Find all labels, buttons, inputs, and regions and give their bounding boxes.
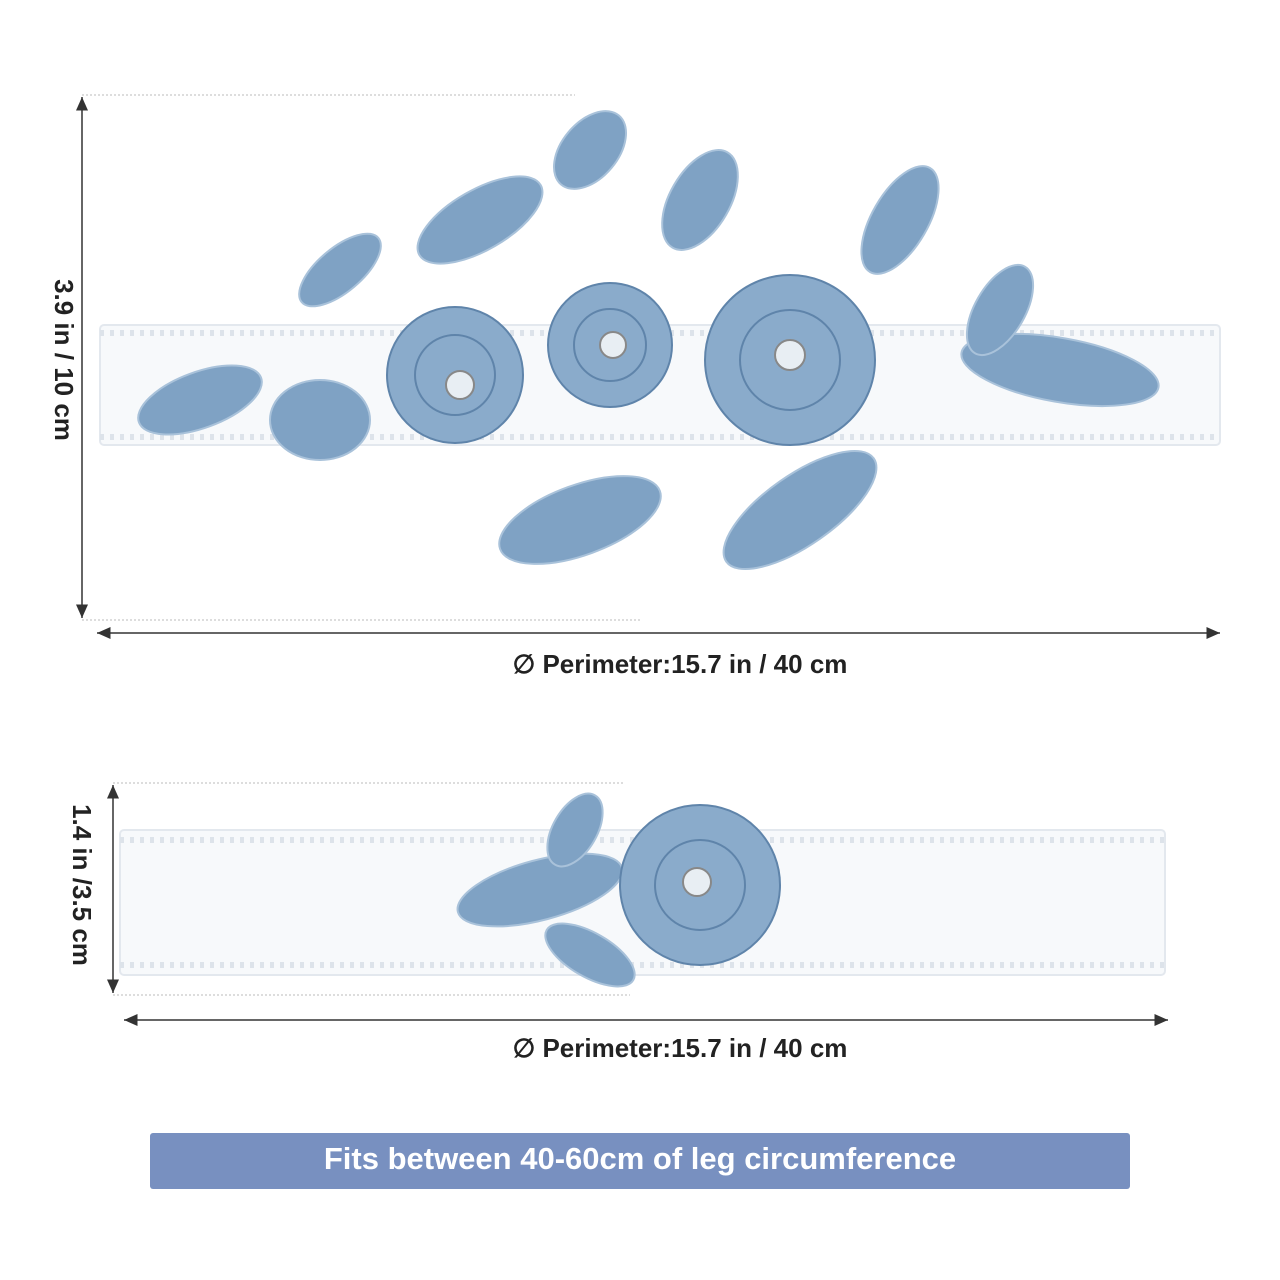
- garter-small: [119, 792, 1166, 988]
- applique: [137, 110, 1160, 571]
- garter-large: [99, 110, 1221, 571]
- applique: [456, 792, 781, 988]
- height-label: 1.4 in /3.5 cm: [67, 804, 97, 966]
- banner-text: Fits between 40-60cm of leg circumferenc…: [324, 1141, 956, 1176]
- height-label: 3.9 in / 10 cm: [49, 279, 79, 441]
- banner: [150, 1133, 1130, 1189]
- perimeter-label: ∅ Perimeter:15.7 in / 40 cm: [513, 1033, 848, 1063]
- perimeter-label: ∅ Perimeter:15.7 in / 40 cm: [513, 649, 848, 679]
